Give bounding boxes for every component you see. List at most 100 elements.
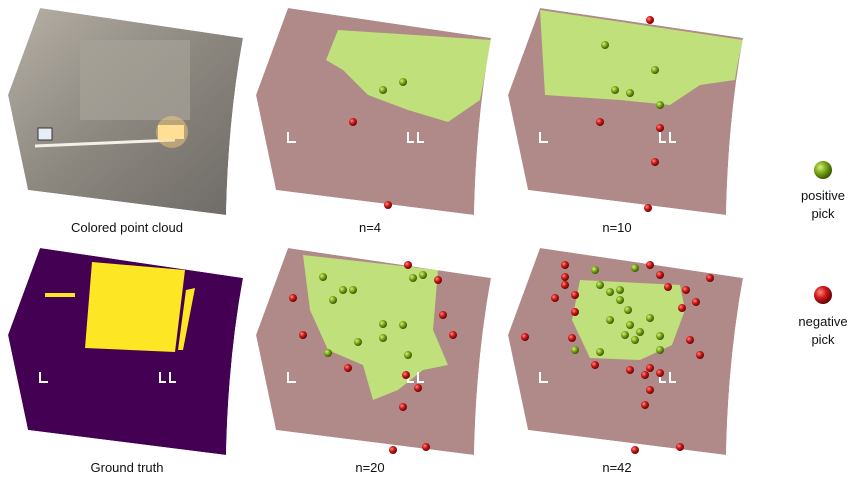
negative-pick — [646, 16, 654, 24]
panel-caption: n=20 — [355, 460, 384, 475]
positive-pick — [656, 101, 664, 109]
negative-pick — [596, 118, 604, 126]
panel — [8, 248, 243, 455]
point-cloud — [8, 248, 243, 455]
negative-pick — [656, 369, 664, 377]
point-cloud — [256, 8, 491, 215]
photo-patch — [80, 40, 190, 120]
panel-caption: Ground truth — [91, 460, 164, 475]
positive-pick — [616, 286, 624, 294]
positive-pick — [379, 320, 387, 328]
positive-pick — [636, 328, 644, 336]
panels: Colored point cloud n=4 n=10 Ground truth n=… — [8, 8, 743, 475]
positive-pick — [591, 266, 599, 274]
positive-pick — [596, 348, 604, 356]
negative-pick — [521, 333, 529, 341]
negative-pick — [631, 446, 639, 454]
positive-pick — [399, 78, 407, 86]
negative-pick — [696, 351, 704, 359]
negative-pick — [651, 158, 659, 166]
negative-pick — [706, 274, 714, 282]
positive-pick — [626, 89, 634, 97]
legend-label: negative — [798, 314, 847, 329]
positive-pick — [631, 336, 639, 344]
negative-pick — [299, 331, 307, 339]
legend: positive pick negative pick — [798, 161, 847, 347]
positive-pick — [646, 314, 654, 322]
positive-pick — [324, 349, 332, 357]
legend-label: pick — [811, 332, 835, 347]
negative-pick — [414, 384, 422, 392]
positive-pick — [631, 264, 639, 272]
positive-pick — [349, 286, 357, 294]
negative-pick — [646, 261, 654, 269]
positive-pick — [621, 331, 629, 339]
point-cloud — [508, 8, 743, 215]
sign — [38, 128, 52, 140]
point-cloud — [256, 248, 491, 455]
positive-pick — [339, 286, 347, 294]
negative-pick — [402, 371, 410, 379]
positive-pick — [404, 351, 412, 359]
legend-label: pick — [811, 206, 835, 221]
negative-pick — [422, 443, 430, 451]
negative-pick — [561, 261, 569, 269]
negative-pick — [646, 386, 654, 394]
negative-pick — [682, 286, 690, 294]
positive-pick — [419, 271, 427, 279]
positive-pick — [409, 274, 417, 282]
positive-pick — [624, 306, 632, 314]
negative-pick — [656, 124, 664, 132]
negative-pick — [692, 298, 700, 306]
negative-pick — [568, 334, 576, 342]
positive-pick — [606, 288, 614, 296]
panel-caption: n=42 — [602, 460, 631, 475]
negative-pick — [644, 204, 652, 212]
positive-pick — [596, 281, 604, 289]
negative-pick — [664, 283, 672, 291]
negative-pick — [561, 281, 569, 289]
negative-pick — [344, 364, 352, 372]
negative-pick — [439, 311, 447, 319]
figure: Colored point cloud n=4 n=10 Ground truth n=… — [0, 0, 859, 485]
panel-caption: Colored point cloud — [71, 220, 183, 235]
negative-pick — [686, 336, 694, 344]
negative-pick — [551, 294, 559, 302]
positive-pick — [319, 273, 327, 281]
negative-pick — [289, 294, 297, 302]
negative-pick — [641, 401, 649, 409]
positive-pick — [626, 321, 634, 329]
negative-pick — [591, 361, 599, 369]
positive-pick — [379, 334, 387, 342]
legend-marker — [814, 161, 832, 179]
negative-pick — [349, 118, 357, 126]
positive-pick — [399, 321, 407, 329]
positive-pick — [656, 346, 664, 354]
negative-pick — [404, 261, 412, 269]
negative-pick — [676, 443, 684, 451]
panel — [508, 8, 743, 215]
panel-caption: n=4 — [359, 220, 381, 235]
positive-pick — [616, 296, 624, 304]
legend-marker — [814, 286, 832, 304]
positive-pick — [354, 338, 362, 346]
negative-pick — [399, 403, 407, 411]
negative-pick — [389, 446, 397, 454]
negative-pick — [656, 271, 664, 279]
lamp-glow — [156, 116, 188, 148]
negative-pick — [384, 201, 392, 209]
negative-pick — [641, 371, 649, 379]
panel — [508, 248, 743, 455]
panel — [8, 8, 243, 215]
positive-pick — [329, 296, 337, 304]
negative-pick — [646, 364, 654, 372]
point-cloud — [8, 8, 243, 215]
negative-pick — [678, 304, 686, 312]
negative-pick — [626, 366, 634, 374]
positive-pick — [571, 346, 579, 354]
positive-pick — [379, 86, 387, 94]
positive-pick — [656, 332, 664, 340]
positive-pick — [611, 86, 619, 94]
positive-pick — [606, 316, 614, 324]
panel-caption: n=10 — [602, 220, 631, 235]
